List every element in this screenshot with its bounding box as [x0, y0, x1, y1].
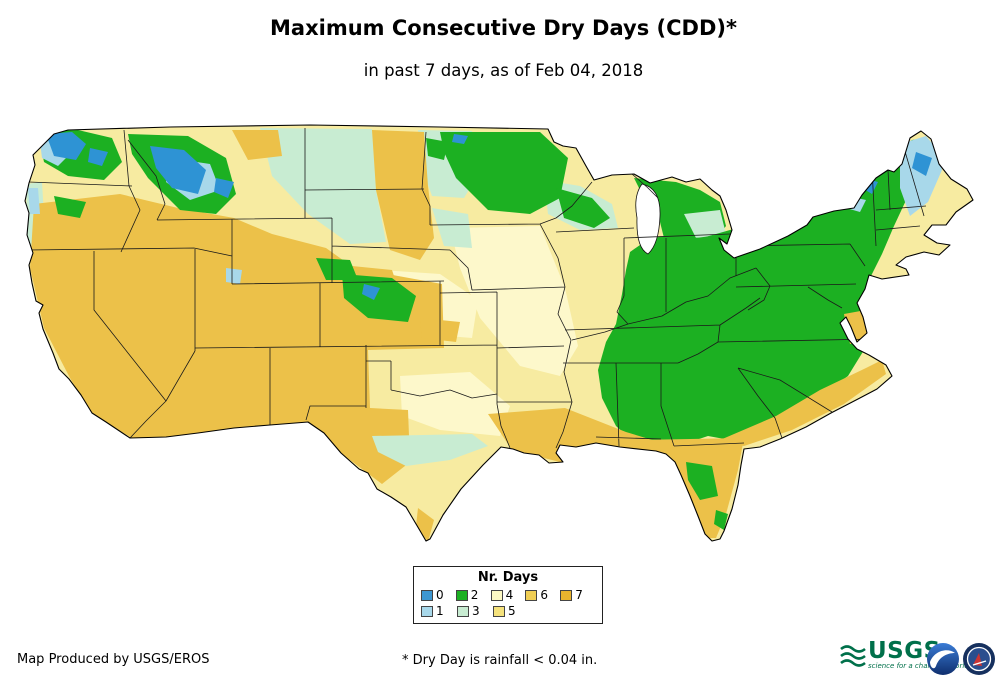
usgs-logo: USGS science for a changing world: [840, 640, 969, 670]
legend-label-2: 2: [470, 588, 479, 602]
legend-swatch-6: [525, 589, 538, 601]
usgs-logo-text: USGS: [868, 638, 941, 664]
legend-label-5: 5: [508, 604, 516, 618]
cdd2-region-east: [598, 138, 926, 454]
legend-swatch-7: [560, 589, 573, 601]
cdd0-regions: [46, 132, 932, 300]
legend-entry-7: 7: [560, 588, 595, 602]
legend-label-6: 6: [540, 588, 549, 602]
legend-label-4: 4: [505, 588, 514, 602]
legend-swatch-1: [421, 605, 433, 617]
legend-entry-6: 6: [525, 588, 560, 602]
state-borders: [27, 128, 927, 449]
legend-rows: 0 2 4 6 7 1 3 5: [421, 587, 595, 619]
dry-day-note: * Dry Day is rainfall < 0.04 in.: [402, 653, 598, 668]
cdd3-regions-over: [372, 210, 726, 466]
legend-swatch-2: [455, 589, 468, 601]
credit-text: Map Produced by USGS/EROS: [17, 652, 210, 667]
noaa-logo: [927, 643, 959, 675]
legend-entry-3: 3: [457, 604, 493, 618]
legend-swatch-4: [490, 589, 503, 601]
legend-row-2: 1 3 5: [421, 603, 595, 619]
nws-logo: [963, 643, 995, 675]
legend-title: Nr. Days: [477, 570, 539, 585]
legend-box: Nr. Days 0 2 4 6 7 1 3 5: [413, 566, 603, 624]
legend-entry-1: 1: [421, 604, 457, 618]
legend-label-7: 7: [575, 588, 583, 602]
legend-label-0: 0: [436, 588, 444, 602]
map-title: Maximum Consecutive Dry Days (CDD)*: [270, 16, 737, 40]
usgs-waves-icon: [840, 645, 866, 667]
legend-entry-2: 2: [455, 588, 491, 602]
legend-entry-4: 4: [490, 588, 526, 602]
us-map: [24, 124, 974, 542]
cdd2-regions-west: [38, 130, 726, 322]
map-subtitle: in past 7 days, as of Feb 04, 2018: [363, 61, 644, 80]
logos: USGS science for a changing world: [840, 638, 1000, 684]
legend-row-1: 0 2 4 6 7: [421, 587, 595, 603]
legend-swatch-0: [421, 589, 433, 601]
usgs-tagline: science for a changing world: [868, 662, 969, 670]
legend-entry-0: 0: [421, 588, 456, 602]
us-outline: [24, 124, 974, 542]
cdd2-regions-florida: [686, 462, 728, 530]
legend-label-1: 1: [436, 604, 444, 618]
legend-swatch-5: [493, 605, 505, 617]
legend-swatch-3: [457, 605, 469, 617]
legend-entry-5: 5: [493, 604, 529, 618]
legend-label-3: 3: [472, 604, 480, 618]
